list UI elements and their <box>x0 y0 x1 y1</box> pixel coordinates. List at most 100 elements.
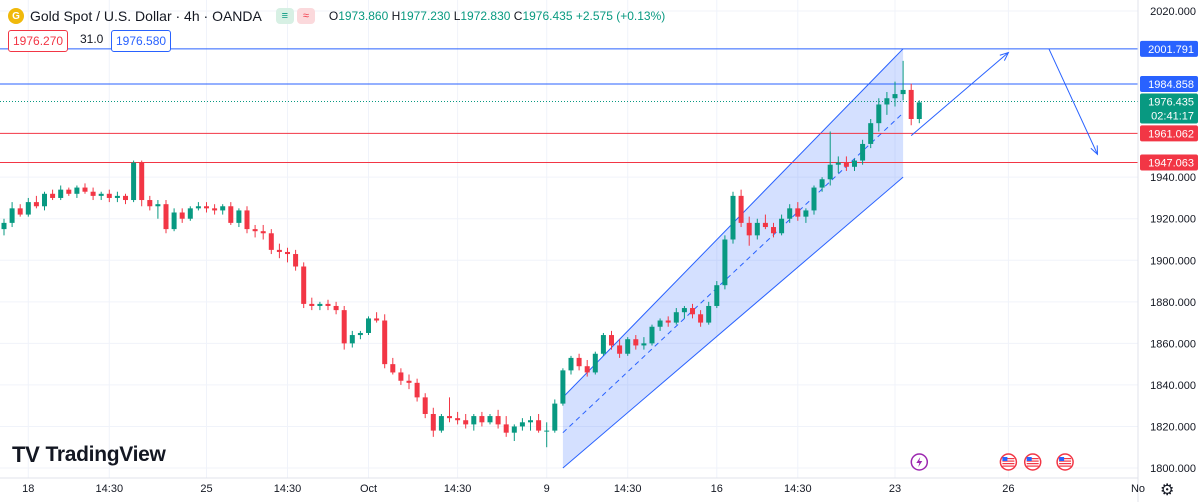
candle-body <box>884 98 890 105</box>
projection-down-arrow[interactable] <box>1048 48 1098 155</box>
us-flag-icon[interactable] <box>1023 453 1042 471</box>
us-flag-icon[interactable] <box>1056 453 1074 471</box>
candle-body <box>341 310 347 344</box>
candle <box>123 193 128 205</box>
price-tick-label: 1900.000 <box>1150 255 1196 267</box>
candle <box>147 195 153 211</box>
candle-body <box>430 413 436 431</box>
candle-body <box>625 339 631 354</box>
candle-body <box>900 89 906 95</box>
candle <box>293 249 299 271</box>
candle-body <box>106 193 112 198</box>
candle <box>374 312 380 323</box>
indicator-toggle-icon[interactable]: ≡ <box>275 8 294 24</box>
candle-body <box>584 366 590 373</box>
close-value: 1976.435 <box>522 9 573 23</box>
last-price-label: 1976.435 <box>1148 96 1194 108</box>
symbol-title[interactable]: Gold Spot / U.S. Dollar · 4h · OANDA <box>30 8 262 24</box>
candle <box>341 305 347 350</box>
candle <box>430 407 436 437</box>
channel-fill <box>562 48 904 468</box>
time-tick-label: 14:30 <box>444 483 472 495</box>
price-tick-label: 1860.000 <box>1150 338 1196 350</box>
candle <box>690 303 695 319</box>
candle-body <box>544 430 550 432</box>
sell-price-button[interactable]: 1976.270 <box>8 30 69 52</box>
level-price-tag[interactable] <box>1140 40 1198 57</box>
candle <box>309 297 315 311</box>
channel-lower-line[interactable] <box>562 176 904 469</box>
candle-body <box>576 357 582 367</box>
price-tick-label: 1840.000 <box>1150 380 1196 392</box>
candle-body <box>649 326 655 344</box>
candle <box>754 218 760 240</box>
candle <box>74 185 80 198</box>
level-price-tag[interactable] <box>1140 154 1198 171</box>
level-price-label: 1961.062 <box>1148 128 1194 140</box>
candle-body <box>66 189 72 194</box>
candle-body <box>293 254 299 267</box>
candle <box>114 191 120 203</box>
candle-body <box>171 212 177 230</box>
level-price-tag[interactable] <box>1140 125 1198 142</box>
candle <box>730 191 736 244</box>
buy-price-button[interactable]: 1976.580 <box>111 30 172 52</box>
price-tick-label: 1920.000 <box>1150 214 1196 226</box>
us-flag-icon[interactable] <box>999 453 1018 471</box>
candle <box>163 200 169 234</box>
candle <box>349 330 355 348</box>
candle-body <box>163 204 169 230</box>
candle-body <box>357 332 363 336</box>
level-price-tag[interactable] <box>1140 75 1198 92</box>
candle <box>536 413 542 433</box>
candle-body <box>114 195 120 198</box>
candle <box>779 214 785 236</box>
settings-gear-icon[interactable]: ⚙ <box>1160 482 1175 499</box>
tradingview-logo[interactable]: TV TradingView <box>12 442 166 468</box>
flag-canton <box>1026 457 1032 461</box>
level-price-label: 1984.858 <box>1148 79 1194 91</box>
flag-stripe <box>1059 465 1072 467</box>
candle <box>212 204 218 215</box>
projection-up-arrow[interactable] <box>910 52 1009 137</box>
candle-body <box>795 208 801 217</box>
candle-body <box>42 193 47 207</box>
event-circle <box>1023 453 1042 471</box>
candle-body <box>228 206 234 223</box>
candle-body <box>560 370 566 404</box>
candle <box>471 413 477 431</box>
candle-body <box>301 266 307 304</box>
candle <box>641 337 647 350</box>
candle-body <box>868 123 874 144</box>
candle-body <box>916 102 922 120</box>
candle <box>649 324 655 346</box>
candle <box>479 411 485 427</box>
candle <box>511 424 517 441</box>
candle <box>819 177 825 192</box>
candle <box>325 299 331 311</box>
candle-body <box>665 320 671 323</box>
candle <box>528 416 533 431</box>
flag-stripe <box>1059 460 1072 462</box>
candle <box>179 208 185 223</box>
candle-body <box>835 162 841 165</box>
candle <box>42 191 47 211</box>
candle <box>787 204 793 223</box>
candle-body <box>479 416 485 423</box>
flag-stripe <box>1026 463 1039 465</box>
candle-body <box>827 164 833 180</box>
candle-body <box>609 335 614 346</box>
compare-toggle-icon[interactable]: ≈ <box>296 8 315 24</box>
low-label: L <box>453 9 461 23</box>
candle-body <box>787 208 793 219</box>
candle <box>852 158 857 171</box>
candle <box>657 318 663 331</box>
flag-stripe <box>1059 463 1072 465</box>
candle-body <box>746 222 752 236</box>
candle-body <box>730 195 736 240</box>
time-tick-label: 18 <box>22 483 34 495</box>
candle <box>90 187 96 201</box>
candle-body <box>762 222 768 228</box>
lightning-icon[interactable] <box>910 453 929 471</box>
